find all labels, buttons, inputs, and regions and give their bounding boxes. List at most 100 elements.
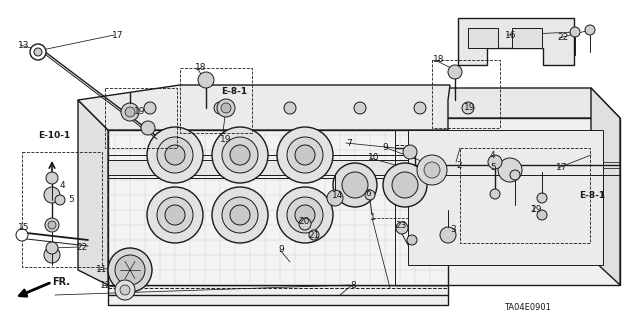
Text: 9: 9: [382, 143, 388, 152]
Circle shape: [230, 145, 250, 165]
Circle shape: [157, 197, 193, 233]
Circle shape: [108, 248, 152, 292]
Text: 18: 18: [433, 56, 445, 64]
Text: 17: 17: [112, 31, 124, 40]
Circle shape: [125, 107, 135, 117]
Circle shape: [30, 44, 46, 60]
Circle shape: [287, 137, 323, 173]
Circle shape: [212, 127, 268, 183]
Circle shape: [222, 137, 258, 173]
Circle shape: [299, 218, 311, 230]
Circle shape: [157, 137, 193, 173]
Bar: [180, 68, 252, 133]
Circle shape: [141, 121, 155, 135]
Circle shape: [115, 255, 145, 285]
Text: 19: 19: [531, 205, 543, 214]
Circle shape: [46, 172, 58, 184]
Text: 22: 22: [557, 33, 568, 42]
Circle shape: [396, 222, 408, 234]
Circle shape: [414, 102, 426, 114]
Circle shape: [48, 221, 56, 229]
Bar: [408, 130, 603, 265]
Text: 7: 7: [346, 138, 352, 147]
Circle shape: [537, 193, 547, 203]
Circle shape: [424, 162, 440, 178]
Text: 17: 17: [556, 164, 568, 173]
Text: TA04E0901: TA04E0901: [504, 303, 551, 313]
Bar: [105, 88, 177, 148]
Text: 21: 21: [308, 231, 319, 240]
Text: 10: 10: [368, 153, 380, 162]
Circle shape: [165, 145, 185, 165]
Circle shape: [46, 242, 58, 254]
Text: 4: 4: [490, 151, 495, 160]
Circle shape: [342, 172, 368, 198]
Bar: [22, 152, 102, 267]
Text: 14: 14: [332, 190, 344, 199]
Polygon shape: [366, 88, 620, 118]
Circle shape: [221, 103, 231, 113]
Circle shape: [407, 235, 417, 245]
Text: E-8-1: E-8-1: [579, 190, 605, 199]
Bar: [512, 28, 542, 48]
Circle shape: [214, 102, 226, 114]
Circle shape: [488, 155, 502, 169]
Circle shape: [147, 187, 203, 243]
Polygon shape: [591, 88, 620, 285]
Circle shape: [295, 145, 315, 165]
Text: E-10-1: E-10-1: [38, 130, 70, 139]
Circle shape: [537, 210, 547, 220]
Text: 2: 2: [456, 160, 461, 169]
Polygon shape: [78, 100, 448, 130]
Text: 19: 19: [134, 108, 145, 116]
Bar: [432, 60, 500, 128]
Text: 22: 22: [76, 242, 87, 251]
Circle shape: [585, 25, 595, 35]
Circle shape: [198, 72, 214, 88]
Polygon shape: [108, 285, 448, 305]
Circle shape: [277, 127, 333, 183]
Text: 19: 19: [220, 136, 232, 145]
Polygon shape: [78, 85, 450, 130]
Text: 13: 13: [18, 41, 29, 49]
Text: 20: 20: [298, 218, 309, 226]
Text: 8: 8: [350, 280, 356, 290]
Text: 23: 23: [395, 220, 406, 229]
Circle shape: [440, 227, 456, 243]
Circle shape: [212, 187, 268, 243]
Polygon shape: [78, 100, 108, 285]
Text: 2: 2: [530, 205, 536, 214]
Polygon shape: [458, 18, 574, 65]
Circle shape: [121, 103, 139, 121]
Circle shape: [490, 189, 500, 199]
Circle shape: [392, 172, 418, 198]
Text: FR.: FR.: [52, 277, 70, 287]
Circle shape: [295, 205, 315, 225]
Text: 11: 11: [96, 265, 108, 275]
Circle shape: [115, 280, 135, 300]
Text: 9: 9: [278, 246, 284, 255]
Circle shape: [570, 27, 580, 37]
Text: 5: 5: [490, 164, 496, 173]
Text: 19: 19: [464, 103, 476, 113]
Circle shape: [287, 197, 323, 233]
Circle shape: [383, 163, 427, 207]
Text: 3: 3: [450, 226, 456, 234]
Polygon shape: [108, 160, 448, 175]
Circle shape: [44, 247, 60, 263]
Polygon shape: [395, 118, 620, 285]
Circle shape: [16, 229, 28, 241]
Circle shape: [144, 102, 156, 114]
Text: 6: 6: [365, 189, 371, 197]
Circle shape: [217, 99, 235, 117]
Circle shape: [327, 190, 343, 206]
Circle shape: [354, 102, 366, 114]
Text: 1: 1: [370, 213, 376, 222]
Circle shape: [510, 170, 520, 180]
Bar: [468, 28, 498, 48]
Circle shape: [120, 285, 130, 295]
Circle shape: [284, 102, 296, 114]
Polygon shape: [108, 130, 448, 285]
Text: E-8-1: E-8-1: [221, 87, 247, 97]
Bar: [460, 148, 590, 243]
